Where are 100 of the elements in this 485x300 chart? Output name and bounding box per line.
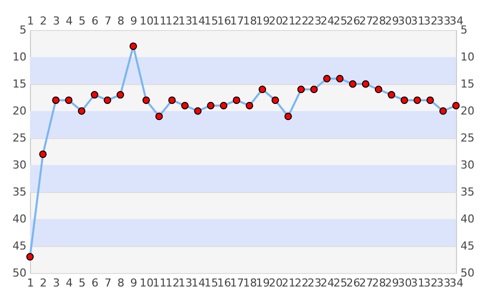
x2-tick-label: 20 — [268, 14, 283, 28]
point — [362, 80, 370, 88]
y-tick-label: 35 — [12, 186, 26, 198]
point — [116, 91, 124, 99]
point — [374, 86, 382, 94]
x2-tick-label: 32 — [424, 14, 438, 28]
x2-tick-label: 7 — [104, 14, 112, 28]
y2-tick-label: 5 — [460, 24, 468, 36]
point — [414, 96, 422, 104]
point — [90, 91, 98, 99]
point — [297, 86, 305, 94]
point — [142, 96, 150, 104]
y-tick-label: 20 — [12, 104, 26, 118]
x2-tick-label: 6 — [92, 14, 99, 28]
x-tick-label: 11 — [152, 276, 167, 290]
point — [130, 42, 138, 50]
x-tick-label: 4 — [66, 276, 73, 290]
x-tick-label: 9 — [130, 276, 138, 290]
x2-tick-label: 11 — [152, 14, 167, 28]
point — [272, 96, 280, 104]
x2-tick-label: 29 — [384, 14, 399, 28]
point — [104, 96, 112, 104]
point — [26, 253, 34, 261]
point — [232, 96, 240, 104]
y2-tick-label: 30 — [460, 158, 474, 172]
point — [348, 80, 356, 88]
x-tick-label: 12 — [166, 276, 180, 290]
x2-tick-label: 3 — [52, 14, 60, 28]
y2-tick-label: 40 — [460, 212, 474, 226]
point — [388, 91, 396, 99]
x-tick-label: 5 — [78, 276, 86, 290]
x-tick-label: 32 — [424, 276, 438, 290]
point — [168, 96, 176, 104]
point — [39, 150, 47, 158]
x-tick-label: 7 — [104, 276, 112, 290]
y2-tick-label: 50 — [460, 266, 474, 280]
x2-tick-label: 19 — [256, 14, 270, 28]
x-tick-label: 2 — [40, 276, 47, 290]
point — [78, 107, 86, 115]
point — [181, 102, 189, 110]
x2-tick-label: 33 — [436, 14, 451, 28]
y-tick-label: 50 — [12, 266, 26, 280]
point — [258, 86, 266, 94]
x2-tick-label: 30 — [398, 14, 412, 28]
x2-tick-label: 4 — [66, 14, 73, 28]
x2-tick-label: 10 — [140, 14, 154, 28]
y-tick-label: 40 — [12, 212, 26, 226]
point — [220, 102, 228, 110]
y-tick-label: 15 — [12, 78, 26, 90]
x2-tick-label: 17 — [230, 14, 244, 28]
x2-tick-label: 22 — [294, 14, 309, 28]
y2-tick-label: 45 — [460, 240, 474, 252]
point — [194, 107, 202, 115]
x2-tick-label: 12 — [166, 14, 180, 28]
point — [400, 96, 408, 104]
x-tick-label: 30 — [398, 276, 412, 290]
point — [439, 107, 447, 115]
point — [284, 112, 292, 120]
x2-tick-label: 9 — [130, 14, 138, 28]
x-tick-label: 26 — [346, 276, 360, 290]
y-tick-label: 10 — [12, 50, 26, 64]
x-tick-label: 22 — [294, 276, 309, 290]
x-tick-label: 14 — [191, 276, 206, 290]
x-tick-label: 34 — [450, 276, 464, 290]
point — [336, 74, 344, 82]
y-tick-label: 30 — [12, 158, 26, 172]
y-tick-label: 5 — [20, 24, 26, 36]
x2-tick-label: 31 — [410, 14, 425, 28]
point — [206, 102, 214, 110]
x2-tick-label: 28 — [372, 14, 386, 28]
point — [64, 96, 72, 104]
x2-tick-label: 13 — [178, 14, 192, 28]
x-tick-label: 1 — [27, 276, 34, 290]
x-tick-label: 13 — [178, 276, 192, 290]
x2-tick-label: 14 — [191, 14, 206, 28]
x2-tick-label: 23 — [308, 14, 322, 28]
x2-tick-label: 27 — [359, 14, 374, 28]
y-tick-label: 25 — [12, 132, 26, 144]
x-tick-label: 6 — [92, 276, 99, 290]
x-tick-label: 10 — [140, 276, 154, 290]
y2-tick-label: 25 — [460, 132, 474, 144]
y2-tick-label: 10 — [460, 50, 474, 64]
x2-tick-label: 24 — [320, 14, 334, 28]
x-tick-label: 8 — [117, 276, 124, 290]
x2-tick-label: 25 — [333, 14, 348, 28]
x-tick-label: 23 — [308, 276, 322, 290]
x2-tick-label: 26 — [346, 14, 360, 28]
x-tick-label: 33 — [436, 276, 451, 290]
point — [323, 74, 331, 82]
point — [155, 112, 163, 120]
x-tick-label: 3 — [52, 276, 60, 290]
x2-tick-label: 1 — [27, 14, 34, 28]
x2-tick-label: 21 — [282, 14, 296, 28]
x-tick-label: 19 — [256, 276, 270, 290]
x-tick-label: 20 — [268, 276, 283, 290]
x-tick-label: 16 — [217, 276, 232, 290]
point — [310, 86, 318, 94]
x-tick-label: 31 — [410, 276, 425, 290]
x-tick-label: 28 — [372, 276, 386, 290]
x-tick-label: 27 — [359, 276, 374, 290]
